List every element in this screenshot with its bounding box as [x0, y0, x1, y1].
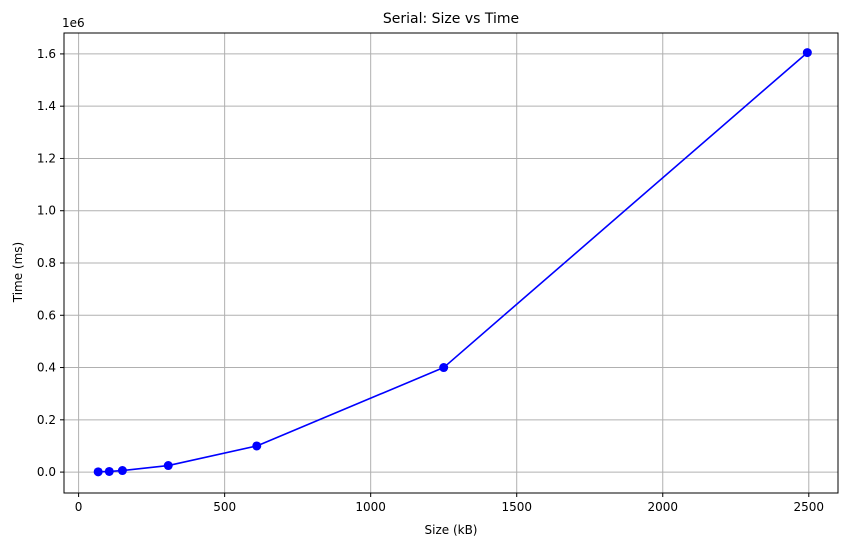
- x-tick-label: 2500: [794, 500, 825, 514]
- data-point: [104, 466, 114, 476]
- data-point: [163, 461, 173, 471]
- x-tick-label: 0: [75, 500, 83, 514]
- x-tick-label: 2000: [647, 500, 678, 514]
- y-tick-label: 0.0: [37, 465, 56, 479]
- series-group: [93, 48, 812, 477]
- data-point: [117, 466, 127, 476]
- grid: [64, 33, 838, 493]
- y-tick-label: 1.2: [37, 151, 56, 165]
- data-point: [252, 441, 262, 451]
- x-axis-label: Size (kB): [425, 523, 478, 537]
- data-point: [93, 467, 103, 477]
- y-tick-label: 0.8: [37, 256, 56, 270]
- axes: [60, 32, 839, 497]
- chart-title: Serial: Size vs Time: [383, 11, 519, 27]
- y-axis-label: Time (ms): [11, 242, 25, 304]
- y-offset-label: 1e6: [62, 16, 85, 30]
- y-tick-label: 0.2: [37, 413, 56, 427]
- x-tick-label: 1500: [501, 500, 532, 514]
- data-point: [439, 363, 449, 373]
- series-line: [98, 51, 808, 473]
- data-point: [802, 48, 812, 58]
- y-tick-label: 1.0: [37, 204, 56, 218]
- x-tick-label: 500: [213, 500, 236, 514]
- y-tick-label: 1.4: [37, 99, 56, 113]
- x-tick-label: 1000: [355, 500, 386, 514]
- y-tick-label: 0.6: [37, 308, 56, 322]
- y-tick-label: 0.4: [37, 361, 56, 375]
- labels: Serial: Size vs Time Size (kB) Time (ms)…: [11, 11, 824, 537]
- y-tick-label: 1.6: [37, 47, 56, 61]
